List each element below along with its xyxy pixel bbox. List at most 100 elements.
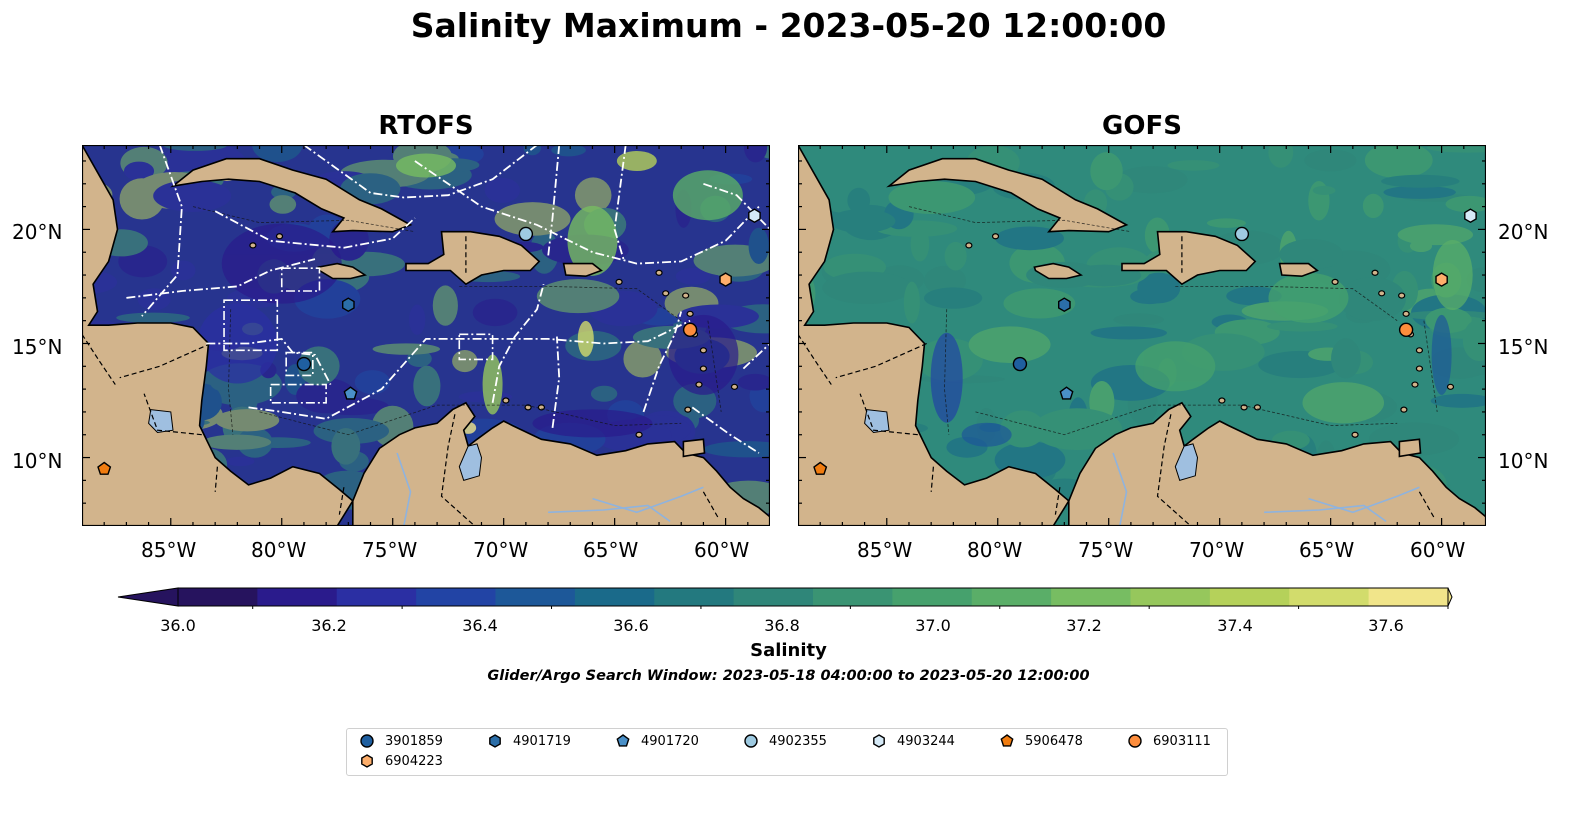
national-border xyxy=(1054,487,1061,515)
eez-boundary xyxy=(206,337,332,386)
protected-area-outline xyxy=(458,333,494,361)
river xyxy=(396,452,412,526)
national-border xyxy=(859,393,918,436)
lon-label-80w-gofs: 80°W xyxy=(967,538,1023,562)
legend-marker-icon xyxy=(1128,734,1142,748)
land-hispaniola xyxy=(405,230,541,286)
float-legend: 3901859 4901719 4901720 4902355 4903244 59064… xyxy=(346,728,1228,776)
colorbar-tick-36-4: 36.4 xyxy=(462,616,498,635)
legend-item-4901720: 4901720 xyxy=(615,731,699,751)
legend-marker-6903111 xyxy=(1128,734,1142,748)
small-island xyxy=(1400,406,1408,413)
national-border xyxy=(1418,491,1436,520)
bathymetry-contour xyxy=(259,404,682,436)
legend-label: 4901720 xyxy=(641,733,699,749)
small-island xyxy=(249,242,257,249)
small-island xyxy=(684,406,692,413)
legend-marker-icon xyxy=(744,734,758,748)
eez-boundary xyxy=(642,311,683,413)
legend-marker-icon xyxy=(489,734,501,748)
bathymetry-contour xyxy=(1423,320,1438,412)
colorbar-segment xyxy=(416,588,496,606)
small-island xyxy=(1218,397,1226,404)
small-island xyxy=(1253,404,1262,411)
small-island xyxy=(502,397,510,404)
legend-label: 5906478 xyxy=(1025,733,1083,749)
panel-title-gofs: GOFS xyxy=(1102,111,1182,141)
map-panel-gofs[interactable] xyxy=(798,145,1486,526)
lon-label-65w-rtofs: 65°W xyxy=(583,538,639,562)
small-island xyxy=(699,347,708,354)
small-island xyxy=(275,233,284,240)
eez-boundary xyxy=(126,258,316,299)
legend-item-4901719: 4901719 xyxy=(487,731,571,751)
lon-label-60w-gofs: 60°W xyxy=(1410,538,1466,562)
land-puerto-rico xyxy=(1278,262,1319,278)
colorbar-segment xyxy=(336,588,417,606)
protected-area-outline xyxy=(269,383,327,404)
land-trinidad xyxy=(1398,438,1422,458)
colorbar-segment xyxy=(971,588,1052,606)
legend-label: 6904223 xyxy=(385,753,443,769)
map-panel-rtofs[interactable] xyxy=(82,145,770,526)
legend-marker-4902355 xyxy=(744,734,758,748)
lat-label-10n-right: 10°N xyxy=(1498,449,1549,473)
legend-marker-4901720 xyxy=(616,734,630,747)
colorbar-tick-36-2: 36.2 xyxy=(311,616,347,635)
legend-label: 3901859 xyxy=(385,733,443,749)
float-marker-4901720 xyxy=(1059,386,1074,400)
colorbar-label: Salinity xyxy=(750,640,827,661)
colorbar-segment xyxy=(733,588,814,606)
bathymetry-contour xyxy=(975,404,1398,436)
legend-item-6903111: 6903111 xyxy=(1127,731,1211,751)
legend-marker-icon xyxy=(1000,734,1014,747)
float-marker-3901859 xyxy=(1012,356,1028,372)
colorbar-segment xyxy=(495,588,576,606)
small-island xyxy=(1398,292,1406,299)
protected-area-outline xyxy=(285,351,314,377)
colorbar-segment xyxy=(574,588,655,606)
map-ticks xyxy=(798,145,1486,526)
legend-marker-icon xyxy=(873,734,885,748)
colorbar-segment xyxy=(1051,588,1131,606)
colorbar-tick-37-0: 37.0 xyxy=(915,616,951,635)
national-border xyxy=(143,393,202,436)
colorbar-segment xyxy=(1209,588,1290,606)
land-south-america xyxy=(1068,401,1486,526)
small-island xyxy=(682,292,690,299)
small-island xyxy=(1415,365,1424,372)
float-marker-3901859 xyxy=(296,356,312,372)
lat-label-15n-left: 15°N xyxy=(12,335,63,359)
colorbar-segment xyxy=(1289,588,1370,606)
float-marker-5906478 xyxy=(813,461,828,475)
small-island xyxy=(1411,381,1419,388)
legend-label: 4903244 xyxy=(897,733,955,749)
land-trinidad xyxy=(682,438,706,458)
small-island xyxy=(615,278,623,285)
land-cuba xyxy=(170,157,413,233)
legend-marker-3901859 xyxy=(360,734,374,748)
lon-label-80w-rtofs: 80°W xyxy=(251,538,307,562)
small-island xyxy=(1415,347,1424,354)
bathymetry-contour xyxy=(944,309,950,435)
lon-label-60w-rtofs: 60°W xyxy=(694,538,750,562)
small-island xyxy=(1331,278,1339,285)
eez-boundary xyxy=(613,145,627,260)
float-marker-4901719 xyxy=(1058,297,1071,313)
legend-marker-4903244 xyxy=(873,734,885,748)
colorbar-tick-37-2: 37.2 xyxy=(1066,616,1102,635)
land-jamaica xyxy=(1033,262,1083,280)
lon-label-75w-gofs: 75°W xyxy=(1078,538,1134,562)
colorbar-tick-37-4: 37.4 xyxy=(1217,616,1253,635)
river xyxy=(592,486,704,514)
float-marker-6904223 xyxy=(1435,272,1448,287)
legend-label: 4902355 xyxy=(769,733,827,749)
map-frame xyxy=(798,145,1486,526)
eez-boundary xyxy=(248,319,691,420)
legend-item-4903244: 4903244 xyxy=(871,731,955,751)
colorbar-extend-min xyxy=(117,587,179,607)
eez-boundary xyxy=(703,182,770,231)
lat-label-10n-left: 10°N xyxy=(12,449,63,473)
figure-title: Salinity Maximum - 2023-05-20 12:00:00 xyxy=(410,6,1167,45)
colorbar-segment xyxy=(892,588,973,606)
